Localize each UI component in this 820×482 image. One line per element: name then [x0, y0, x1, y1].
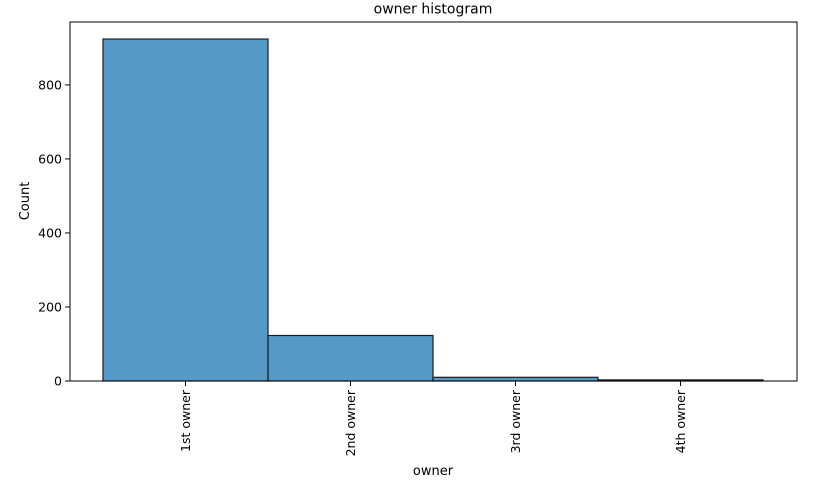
- y-axis: 0 200 400 600 800: [38, 77, 70, 389]
- bar-3: [432, 376, 599, 382]
- y-tick-label: 800: [38, 77, 62, 92]
- x-tick-label: 4th owner: [673, 389, 688, 453]
- x-axis-label: owner: [413, 464, 454, 479]
- chart-title: owner histogram: [374, 2, 493, 18]
- x-tick-label: 1st owner: [178, 389, 193, 452]
- y-tick-label: 600: [38, 151, 62, 166]
- x-tick-label: 3rd owner: [508, 389, 523, 453]
- y-axis-label: Count: [18, 182, 33, 221]
- y-tick-label: 400: [38, 225, 62, 240]
- y-tick-label: 0: [54, 374, 62, 389]
- bars-group: [102, 38, 764, 382]
- bar-1: [102, 38, 269, 382]
- bar-2: [267, 334, 434, 382]
- x-axis: 1st owner 2nd owner 3rd owner 4th owner: [178, 381, 688, 456]
- x-tick-label: 2nd owner: [343, 389, 358, 456]
- plot-frame: [69, 21, 798, 382]
- y-tick-label: 200: [38, 299, 62, 314]
